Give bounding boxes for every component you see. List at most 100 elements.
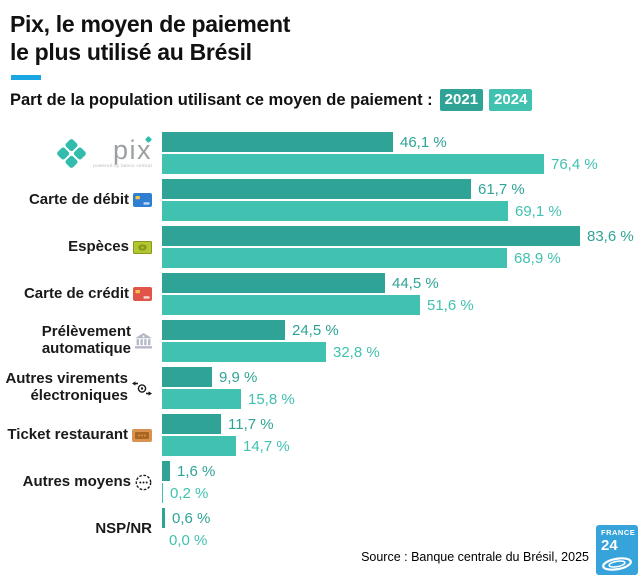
legend: 2021 2024 (439, 89, 533, 111)
category-label: Carte de crédit (23, 284, 129, 302)
bar-2021 (162, 179, 471, 199)
bar-pair: 44,5 % 51,6 % (158, 273, 640, 315)
value-label-2024: 69,1 % (515, 202, 562, 220)
legend-badge-2024: 2024 (489, 89, 533, 111)
category-label-cell: Espèces (0, 226, 158, 268)
category-label: NSP/NR (95, 519, 152, 537)
bar-pair: 83,6 % 68,9 % (158, 226, 640, 268)
value-label-2024: 14,7 % (243, 437, 290, 455)
bar-pair: 1,6 % 0,2 % (158, 461, 640, 503)
value-label-2024: 15,8 % (248, 390, 295, 408)
bar-line-2021: 44,5 % (162, 273, 640, 293)
bar-2024 (162, 436, 236, 456)
bar-2021 (162, 461, 170, 481)
ticket-icon (132, 428, 152, 442)
france24-swirl-icon (602, 557, 632, 571)
ellipsis-icon (135, 474, 152, 491)
value-label-2024: 0,0 % (169, 531, 208, 549)
category-label: Prélèvement automatique (41, 323, 131, 357)
bar-line-2024: 76,4 % (162, 154, 640, 174)
bar-line-2024: 15,8 % (162, 389, 640, 409)
chart-row: Prélèvement automatique 24,5 % 32,8 % (0, 320, 640, 362)
bar-2024 (162, 248, 507, 268)
source-text: Source : Banque centrale du Brésil, 2025 (361, 550, 589, 564)
france24-logo-text-24: 24 (601, 536, 618, 554)
chart-row: Autres moyens 1,6 % 0,2 % (0, 461, 640, 503)
value-label-2021: 24,5 % (292, 321, 339, 339)
page-title: Pix, le moyen de paiement le plus utilisé… (10, 10, 640, 66)
bar-line-2021: 9,9 % (162, 367, 640, 387)
title-line-1: Pix, le moyen de paiement (10, 11, 291, 37)
chart-row: NSP/NR 0,6 % 0,0 % (0, 508, 640, 550)
pix-star-icon (144, 135, 153, 143)
chart-subtitle: Part de la population utilisant ce moyen… (10, 90, 433, 109)
pix-symbol-icon (57, 138, 87, 168)
bar-line-2024: 68,9 % (162, 248, 640, 268)
bar-2021 (162, 273, 385, 293)
bar-2021 (162, 508, 165, 528)
bar-2024 (162, 342, 326, 362)
pix-logo: pix powered by Banco Central (55, 135, 153, 170)
value-label-2024: 32,8 % (333, 343, 380, 361)
bar-2021 (162, 414, 221, 434)
bar-chart: pix powered by Banco Central 46,1 % 76,4 % C… (0, 132, 640, 550)
bar-line-2021: 1,6 % (162, 461, 640, 481)
chart-row: Autres virements électroniques 9,9 % 15,8 … (0, 367, 640, 409)
value-label-2021: 44,5 % (392, 274, 439, 292)
category-label: Autres virements électroniques (5, 370, 128, 404)
debit-card-icon (133, 193, 152, 207)
value-label-2024: 68,9 % (514, 249, 561, 267)
transfer-icon (132, 380, 152, 396)
category-label-cell: Autres moyens (0, 461, 158, 503)
bar-line-2024: 32,8 % (162, 342, 640, 362)
chart-row: pix powered by Banco Central 46,1 % 76,4 % (0, 132, 640, 174)
category-label-cell: NSP/NR (0, 508, 158, 550)
category-label-cell: Autres virements électroniques (0, 367, 158, 409)
subtitle-row: Part de la population utilisant ce moyen… (10, 89, 640, 111)
category-label: Carte de débit (28, 190, 129, 208)
bar-2024 (162, 295, 420, 315)
bar-pair: 46,1 % 76,4 % (158, 132, 640, 174)
bar-pair: 24,5 % 32,8 % (158, 320, 640, 362)
category-label: Espèces (68, 237, 129, 255)
bar-pair: 61,7 % 69,1 % (158, 179, 640, 221)
pix-caption: powered by Banco Central (93, 162, 152, 168)
bar-line-2021: 61,7 % (162, 179, 640, 199)
bar-line-2021: 46,1 % (162, 132, 640, 152)
bar-line-2024: 0,2 % (162, 483, 640, 503)
bar-2021 (162, 367, 212, 387)
bar-2021 (162, 320, 285, 340)
legend-badge-2021: 2021 (439, 89, 484, 111)
bar-line-2021: 24,5 % (162, 320, 640, 340)
category-label-cell: Carte de débit (0, 179, 158, 221)
value-label-2021: 1,6 % (177, 462, 216, 480)
bar-pair: 0,6 % 0,0 % (158, 508, 640, 550)
bar-line-2021: 11,7 % (162, 414, 640, 434)
bar-line-2021: 0,6 % (162, 508, 640, 528)
bar-2024 (162, 201, 508, 221)
bar-2024 (162, 389, 241, 409)
bar-line-2021: 83,6 % (162, 226, 640, 246)
france24-logo: FRANCE 24 (596, 525, 638, 575)
chart-row: Carte de débit 61,7 % 69,1 % (0, 179, 640, 221)
bar-2021 (162, 226, 580, 246)
bar-line-2024: 14,7 % (162, 436, 640, 456)
category-label-cell: pix powered by Banco Central (0, 132, 158, 174)
title-line-2: le plus utilisé au Brésil (10, 39, 252, 65)
bank-icon (135, 333, 152, 349)
category-label-cell: Prélèvement automatique (0, 320, 158, 362)
category-label-cell: Carte de crédit (0, 273, 158, 315)
credit-card-icon (133, 287, 152, 301)
value-label-2021: 0,6 % (172, 509, 211, 527)
value-label-2021: 11,7 % (228, 415, 274, 433)
value-label-2021: 46,1 % (400, 133, 447, 151)
chart-row: Carte de crédit 44,5 % 51,6 % (0, 273, 640, 315)
bar-line-2024: 51,6 % (162, 295, 640, 315)
cash-icon (133, 240, 152, 254)
bar-2021 (162, 132, 393, 152)
bar-2024 (162, 483, 163, 503)
value-label-2021: 9,9 % (219, 368, 258, 386)
bar-pair: 9,9 % 15,8 % (158, 367, 640, 409)
chart-row: Ticket restaurant 11,7 % 14,7 % (0, 414, 640, 456)
